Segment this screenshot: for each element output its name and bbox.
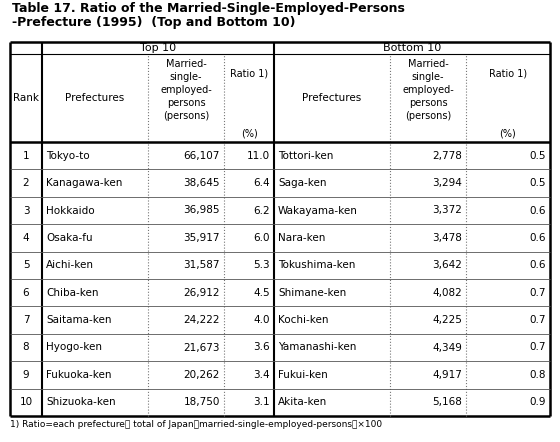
Text: 0.7: 0.7 — [530, 315, 546, 325]
Text: employed-: employed- — [402, 85, 454, 95]
Text: persons: persons — [167, 98, 206, 108]
Text: Prefectures: Prefectures — [66, 93, 125, 103]
Text: Wakayama-ken: Wakayama-ken — [278, 206, 358, 216]
Text: 3,372: 3,372 — [432, 206, 462, 216]
Text: 4,917: 4,917 — [432, 370, 462, 380]
Text: 3: 3 — [23, 206, 29, 216]
Text: 20,262: 20,262 — [184, 370, 220, 380]
Text: 0.7: 0.7 — [530, 343, 546, 353]
Text: 5,168: 5,168 — [432, 397, 462, 407]
Text: Rank: Rank — [13, 93, 39, 103]
Text: Bottom 10: Bottom 10 — [383, 43, 441, 53]
Text: employed-: employed- — [160, 85, 212, 95]
Text: 1: 1 — [23, 151, 29, 161]
Text: 36,985: 36,985 — [184, 206, 220, 216]
Text: 18,750: 18,750 — [184, 397, 220, 407]
Text: 5: 5 — [23, 260, 29, 271]
Text: Akita-ken: Akita-ken — [278, 397, 327, 407]
Text: Aichi-ken: Aichi-ken — [46, 260, 94, 271]
Text: Tottori-ken: Tottori-ken — [278, 151, 333, 161]
Text: 66,107: 66,107 — [184, 151, 220, 161]
Text: Saga-ken: Saga-ken — [278, 178, 326, 188]
Text: 1) Ratio=each prefecture／ total of Japan（married-single-employed-persons）×100: 1) Ratio=each prefecture／ total of Japan… — [10, 420, 382, 429]
Text: 0.8: 0.8 — [530, 370, 546, 380]
Text: (persons): (persons) — [163, 111, 209, 121]
Text: 5.3: 5.3 — [253, 260, 270, 271]
Text: single-: single- — [412, 72, 444, 82]
Text: 6.4: 6.4 — [253, 178, 270, 188]
Text: 0.6: 0.6 — [530, 233, 546, 243]
Text: 3,478: 3,478 — [432, 233, 462, 243]
Text: 4: 4 — [23, 233, 29, 243]
Text: Kochi-ken: Kochi-ken — [278, 315, 329, 325]
Text: Ratio 1): Ratio 1) — [230, 69, 268, 79]
Text: Nara-ken: Nara-ken — [278, 233, 325, 243]
Text: persons: persons — [409, 98, 447, 108]
Text: Top 10: Top 10 — [140, 43, 176, 53]
Text: Shizuoka-ken: Shizuoka-ken — [46, 397, 115, 407]
Text: Kanagawa-ken: Kanagawa-ken — [46, 178, 123, 188]
Text: Married-: Married- — [166, 59, 207, 69]
Text: Tokushima-ken: Tokushima-ken — [278, 260, 356, 271]
Text: Married-: Married- — [408, 59, 449, 69]
Text: 4,082: 4,082 — [432, 288, 462, 298]
Text: (%): (%) — [241, 129, 258, 139]
Text: 3.4: 3.4 — [253, 370, 270, 380]
Text: 0.7: 0.7 — [530, 288, 546, 298]
Text: Prefectures: Prefectures — [302, 93, 362, 103]
Text: 7: 7 — [23, 315, 29, 325]
Text: 31,587: 31,587 — [184, 260, 220, 271]
Text: 3.6: 3.6 — [253, 343, 270, 353]
Text: (persons): (persons) — [405, 111, 451, 121]
Text: 2: 2 — [23, 178, 29, 188]
Text: Shimane-ken: Shimane-ken — [278, 288, 346, 298]
Text: 4,225: 4,225 — [432, 315, 462, 325]
Text: Fukuoka-ken: Fukuoka-ken — [46, 370, 111, 380]
Text: 3,294: 3,294 — [432, 178, 462, 188]
Text: 24,222: 24,222 — [184, 315, 220, 325]
Text: -Prefecture (1995)  (Top and Bottom 10): -Prefecture (1995) (Top and Bottom 10) — [12, 16, 296, 29]
Text: 0.6: 0.6 — [530, 260, 546, 271]
Text: Chiba-ken: Chiba-ken — [46, 288, 99, 298]
Text: 8: 8 — [23, 343, 29, 353]
Text: Fukui-ken: Fukui-ken — [278, 370, 328, 380]
Text: 0.5: 0.5 — [530, 178, 546, 188]
Text: 4,349: 4,349 — [432, 343, 462, 353]
Text: 0.5: 0.5 — [530, 151, 546, 161]
Text: 6.0: 6.0 — [254, 233, 270, 243]
Text: Hyogo-ken: Hyogo-ken — [46, 343, 102, 353]
Text: 4.5: 4.5 — [253, 288, 270, 298]
Text: 0.9: 0.9 — [530, 397, 546, 407]
Text: Hokkaido: Hokkaido — [46, 206, 95, 216]
Text: 3,642: 3,642 — [432, 260, 462, 271]
Text: 21,673: 21,673 — [184, 343, 220, 353]
Text: Ratio 1): Ratio 1) — [489, 69, 527, 79]
Text: 0.6: 0.6 — [530, 206, 546, 216]
Text: 4.0: 4.0 — [254, 315, 270, 325]
Text: Yamanashi-ken: Yamanashi-ken — [278, 343, 356, 353]
Text: 38,645: 38,645 — [184, 178, 220, 188]
Text: 26,912: 26,912 — [184, 288, 220, 298]
Text: single-: single- — [170, 72, 202, 82]
Text: 9: 9 — [23, 370, 29, 380]
Text: Osaka-fu: Osaka-fu — [46, 233, 92, 243]
Text: (%): (%) — [500, 129, 516, 139]
Text: Saitama-ken: Saitama-ken — [46, 315, 111, 325]
Text: Tokyo-to: Tokyo-to — [46, 151, 90, 161]
Text: 10: 10 — [20, 397, 32, 407]
Text: 2,778: 2,778 — [432, 151, 462, 161]
Text: 6: 6 — [23, 288, 29, 298]
Text: 11.0: 11.0 — [247, 151, 270, 161]
Text: Table 17. Ratio of the Married-Single-Employed-Persons: Table 17. Ratio of the Married-Single-Em… — [12, 2, 405, 15]
Text: 6.2: 6.2 — [253, 206, 270, 216]
Text: 35,917: 35,917 — [184, 233, 220, 243]
Text: 3.1: 3.1 — [253, 397, 270, 407]
